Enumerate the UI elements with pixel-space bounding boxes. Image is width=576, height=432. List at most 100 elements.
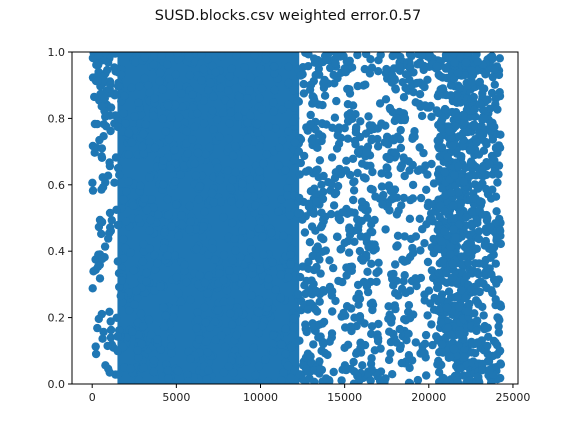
data-point: [295, 193, 304, 203]
data-point: [91, 349, 101, 359]
data-point: [283, 191, 292, 200]
data-point: [93, 77, 102, 86]
data-point: [475, 287, 484, 297]
data-point: [304, 367, 313, 376]
data-point: [319, 187, 328, 197]
data-point: [448, 273, 458, 282]
data-point: [313, 143, 322, 152]
data-point: [459, 353, 468, 362]
data-point: [449, 52, 459, 58]
data-point: [139, 240, 148, 249]
data-point: [419, 65, 428, 75]
data-point: [448, 259, 457, 269]
data-point: [399, 93, 409, 102]
data-point: [149, 367, 158, 377]
data-point: [329, 201, 339, 210]
data-point: [339, 308, 348, 318]
data-point: [166, 81, 175, 90]
data-point: [441, 63, 450, 72]
data-point: [483, 341, 492, 351]
data-point: [121, 119, 130, 128]
data-point: [457, 152, 466, 161]
data-point: [254, 295, 264, 304]
data-point: [481, 137, 490, 147]
data-point: [110, 178, 119, 187]
data-point: [93, 262, 103, 271]
data-point: [328, 307, 337, 316]
data-point: [377, 119, 386, 128]
data-point: [134, 375, 144, 384]
data-point: [294, 209, 303, 218]
data-point: [173, 366, 183, 376]
data-point: [225, 119, 234, 128]
data-point: [460, 117, 469, 127]
data-point: [149, 60, 158, 69]
data-point: [438, 184, 447, 193]
data-point: [103, 341, 112, 351]
data-point: [155, 68, 165, 78]
data-point: [212, 115, 222, 124]
data-point: [467, 66, 476, 75]
data-point: [149, 111, 158, 121]
data-point: [397, 358, 406, 368]
data-point: [492, 279, 501, 288]
data-point: [355, 294, 365, 303]
data-point: [231, 246, 240, 255]
data-point: [115, 170, 124, 180]
data-point: [411, 338, 420, 347]
data-point: [164, 210, 173, 220]
data-point: [377, 169, 386, 178]
data-point: [251, 370, 260, 380]
data-point: [88, 178, 97, 187]
data-point: [127, 83, 136, 93]
data-point: [487, 270, 496, 279]
data-point: [358, 159, 367, 168]
data-point: [350, 237, 359, 246]
data-point: [168, 312, 178, 322]
data-point: [409, 248, 418, 258]
data-point: [138, 322, 148, 331]
data-point: [454, 302, 464, 312]
data-point: [147, 330, 156, 339]
data-point: [389, 136, 399, 145]
data-point: [255, 93, 264, 103]
data-point: [192, 244, 201, 254]
data-point: [435, 174, 444, 183]
data-point: [234, 112, 243, 121]
data-point: [261, 55, 271, 64]
data-point: [479, 311, 488, 320]
data-point: [159, 303, 168, 312]
data-point: [420, 101, 430, 110]
data-point: [489, 122, 498, 132]
data-point: [473, 316, 482, 325]
data-point: [256, 64, 265, 74]
data-point: [141, 120, 150, 129]
data-point: [255, 167, 264, 176]
data-point: [296, 158, 305, 168]
data-point: [485, 160, 494, 169]
data-point: [243, 190, 252, 200]
data-point: [337, 376, 346, 384]
data-point: [242, 356, 252, 366]
data-point: [198, 232, 207, 241]
data-point: [443, 323, 453, 333]
data-point: [391, 260, 400, 269]
data-point: [116, 291, 125, 301]
data-point: [166, 52, 176, 57]
data-point: [158, 180, 168, 189]
data-point: [205, 78, 215, 88]
data-point: [97, 217, 107, 227]
data-point: [438, 256, 447, 266]
data-point: [306, 120, 315, 129]
data-point: [358, 256, 367, 265]
data-point: [494, 322, 503, 331]
data-point: [466, 238, 475, 247]
data-point: [446, 250, 455, 259]
data-point: [158, 114, 167, 124]
data-point: [306, 110, 315, 120]
data-point: [463, 307, 473, 316]
data-point: [348, 154, 358, 163]
data-point: [276, 270, 286, 280]
data-point: [367, 134, 377, 143]
data-point: [150, 94, 159, 103]
